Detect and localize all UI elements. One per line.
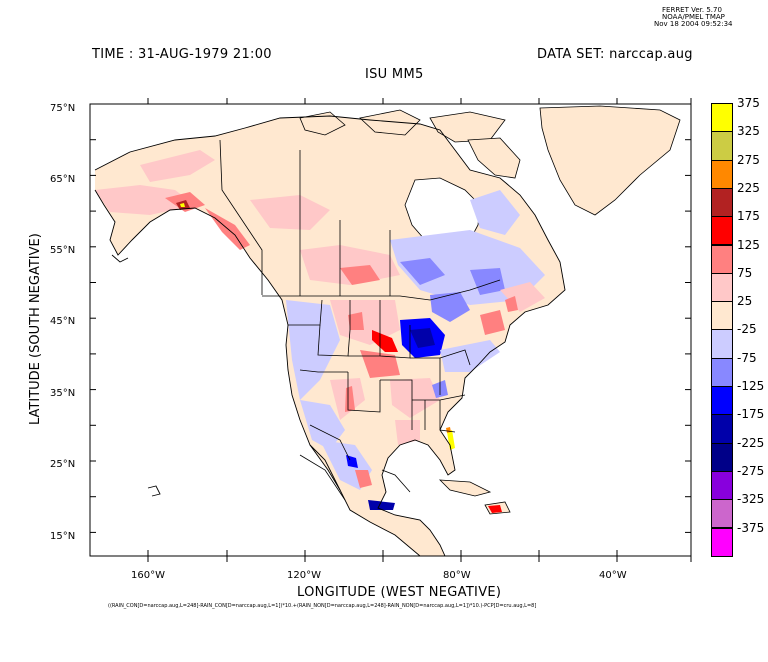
colorbar-swatch	[711, 499, 733, 529]
colorbar-swatch	[711, 470, 733, 501]
colorbar-label: 375	[737, 96, 760, 110]
colorbar-swatch	[711, 244, 733, 274]
colorbar-label: -125	[737, 379, 765, 393]
colorbar-swatch	[711, 131, 733, 161]
model-title: ISU MM5	[365, 67, 424, 82]
colorbar-label: 75	[737, 265, 753, 280]
colorbar-swatch	[711, 357, 733, 387]
colorbar-swatch	[711, 216, 733, 246]
colorbar-label: -175	[737, 407, 765, 422]
lat-tick-35: 35°N	[50, 388, 76, 399]
field-layer	[94, 105, 681, 556]
dataset-label: DATA SET: narccap.aug	[537, 47, 693, 62]
colorbar-swatch	[711, 414, 733, 444]
plot-frame	[89, 103, 692, 557]
axis-ticks	[90, 98, 692, 562]
colorbar-swatch	[711, 187, 733, 218]
lon-tick-160w: 160°W	[131, 570, 165, 581]
colorbar-label: -275	[737, 463, 765, 478]
colorbar-label: 225	[737, 180, 760, 195]
colorbar-label: 25	[737, 294, 753, 309]
lon-tick-80w: 80°W	[443, 570, 471, 581]
ferret-org: NOAA/PMEL TMAP	[662, 13, 725, 21]
y-axis-title: LATITUDE (SOUTH NEGATIVE)	[28, 233, 43, 425]
colorbar-label: -25	[737, 322, 757, 337]
x-axis-title: LONGITUDE (WEST NEGATIVE)	[297, 585, 502, 600]
lon-tick-120w: 120°W	[287, 570, 321, 581]
colorbar-label: 175	[737, 209, 760, 224]
land-arctic-2	[359, 109, 421, 136]
expression-footer: ((RAIN_CON[D=narccap.aug,L=248]-RAIN_CON…	[108, 603, 537, 609]
colorbar-swatch	[711, 386, 733, 416]
land-baffin	[467, 137, 521, 179]
colorbar-swatch	[711, 527, 733, 557]
land-cuba	[438, 479, 492, 497]
lat-tick-55: 55°N	[50, 245, 76, 256]
colorbar-label: -225	[737, 435, 765, 450]
ferret-version: FERRET Ver. 5.70	[662, 6, 722, 14]
anomaly-patches	[95, 150, 545, 510]
colorbar-label: -325	[737, 492, 765, 507]
land-greenland	[539, 105, 681, 216]
lat-tick-45: 45°N	[50, 316, 76, 327]
lon-tick-40w: 40°W	[599, 570, 627, 581]
colorbar-swatch	[711, 103, 733, 133]
coastlines	[94, 115, 566, 556]
colorbar-swatch	[711, 442, 733, 472]
colorbar-swatch	[711, 159, 733, 189]
ferret-timestamp: Nov 18 2004 09:52:34	[654, 20, 733, 28]
colorbar-label: 325	[737, 124, 760, 139]
colorbar-label: -375	[737, 520, 765, 535]
colorbar-swatch	[711, 272, 733, 303]
colorbar-swatch	[711, 329, 733, 359]
time-label: TIME : 31-AUG-1979 21:00	[92, 47, 272, 62]
political-boundaries	[219, 139, 501, 501]
lat-tick-15: 15°N	[50, 531, 76, 542]
colorbar-label: -75	[737, 350, 757, 365]
colorbar-label: 275	[737, 152, 760, 167]
land-arctic-1	[299, 111, 346, 136]
colorbar-swatch	[711, 301, 733, 331]
lat-tick-65: 65°N	[50, 174, 76, 185]
lat-tick-25: 25°N	[50, 459, 76, 470]
lat-tick-75: 75°N	[50, 103, 76, 114]
colorbar-label: 125	[737, 237, 760, 252]
